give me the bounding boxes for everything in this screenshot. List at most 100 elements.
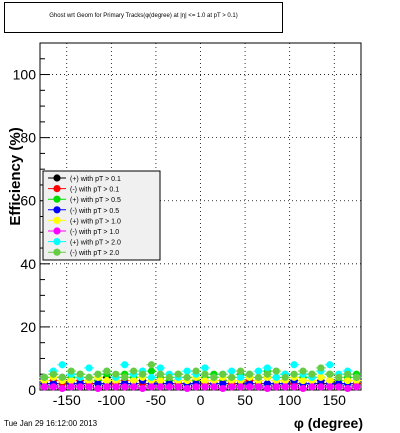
data-point bbox=[290, 370, 298, 378]
data-point bbox=[317, 373, 325, 381]
data-point bbox=[201, 370, 209, 378]
data-point bbox=[183, 367, 191, 375]
legend-marker bbox=[53, 238, 61, 246]
y-tick-labels: 0 20 40 60 80 100 bbox=[13, 67, 37, 398]
data-point bbox=[85, 364, 93, 372]
data-point bbox=[317, 364, 325, 372]
data-point bbox=[228, 367, 236, 375]
data-point bbox=[237, 367, 245, 375]
grid-lines bbox=[40, 43, 361, 390]
legend-label: (+) with pT > 1.0 bbox=[70, 218, 121, 225]
data-point bbox=[272, 373, 280, 381]
data-point bbox=[326, 361, 334, 369]
data-point bbox=[254, 373, 263, 381]
x-tick-labels: -150 -100 -50 0 50 100 150 bbox=[53, 392, 346, 408]
legend: (+) with pT > 0.1 (-) with pT > 0.1 (+) wi… bbox=[42, 170, 161, 261]
axis-ticks bbox=[40, 42, 362, 391]
legend-marker bbox=[53, 174, 61, 182]
data-point bbox=[335, 383, 343, 391]
series-points bbox=[39, 383, 362, 393]
data-point bbox=[156, 364, 164, 372]
data-point bbox=[254, 383, 263, 391]
data-point bbox=[40, 383, 49, 391]
data-point bbox=[174, 383, 182, 391]
data-point bbox=[228, 373, 236, 381]
data-point bbox=[299, 376, 307, 385]
y-tick-label: 40 bbox=[20, 256, 36, 272]
legend-label: (-) with pT > 0.1 bbox=[70, 187, 119, 194]
data-point bbox=[326, 383, 334, 391]
data-point bbox=[156, 383, 164, 391]
data-point bbox=[138, 384, 147, 393]
legend-label: (-) with pT > 1.0 bbox=[70, 229, 119, 236]
x-tick-label: -150 bbox=[53, 392, 81, 408]
data-point bbox=[138, 370, 147, 378]
data-point bbox=[326, 370, 334, 378]
data-point bbox=[308, 370, 316, 378]
data-point bbox=[201, 376, 209, 385]
data-point bbox=[245, 370, 254, 378]
data-point bbox=[58, 361, 66, 369]
data-point bbox=[147, 367, 156, 375]
data-point bbox=[76, 370, 84, 378]
data-point bbox=[67, 367, 75, 375]
legend-label: (-) with pT > 0.5 bbox=[70, 208, 119, 215]
timestamp-footer: Tue Jan 29 16:12:00 2013 bbox=[4, 419, 98, 428]
data-point bbox=[219, 384, 227, 393]
legend-marker bbox=[53, 206, 61, 214]
x-axis-label: φ (degree) bbox=[294, 415, 363, 431]
data-point bbox=[147, 383, 156, 391]
data-point bbox=[237, 373, 245, 381]
data-point bbox=[174, 370, 182, 378]
data-point bbox=[76, 383, 84, 391]
x-tick-label: -50 bbox=[146, 392, 166, 408]
data-point bbox=[210, 373, 218, 381]
data-point bbox=[94, 370, 102, 378]
data-point bbox=[201, 364, 209, 372]
data-point bbox=[130, 367, 138, 375]
data-point bbox=[326, 376, 334, 385]
data-point bbox=[263, 384, 271, 393]
data-point bbox=[245, 383, 254, 391]
legend-label: (+) with pT > 2.0 bbox=[70, 240, 121, 247]
data-point bbox=[49, 370, 57, 378]
data-point bbox=[254, 367, 263, 375]
data-point bbox=[192, 367, 200, 375]
data-point bbox=[192, 383, 200, 391]
data-point bbox=[94, 384, 102, 393]
data-point bbox=[112, 370, 120, 378]
data-point bbox=[103, 376, 111, 385]
data-point bbox=[156, 376, 164, 385]
data-point bbox=[281, 383, 289, 391]
y-tick-label: 20 bbox=[20, 319, 36, 335]
data-point bbox=[67, 376, 75, 385]
legend-marker bbox=[53, 227, 61, 235]
x-tick-label: 100 bbox=[278, 392, 302, 408]
x-tick-label: 50 bbox=[237, 392, 253, 408]
data-point bbox=[85, 383, 93, 391]
data-point bbox=[344, 376, 352, 385]
data-points bbox=[39, 361, 362, 393]
x-tick-label: -100 bbox=[97, 392, 125, 408]
data-point bbox=[344, 384, 352, 393]
x-tick-label: 150 bbox=[323, 392, 347, 408]
data-point bbox=[121, 361, 129, 369]
data-point bbox=[58, 384, 66, 393]
data-point bbox=[67, 383, 75, 391]
data-point bbox=[290, 361, 298, 369]
data-point bbox=[281, 373, 289, 381]
data-point bbox=[103, 367, 111, 375]
series-points bbox=[39, 361, 362, 381]
chart-title: Ghost wrt Geom for Primary Tracks(φ(degr… bbox=[49, 13, 238, 19]
data-point bbox=[130, 383, 138, 391]
data-point bbox=[344, 370, 352, 378]
data-point bbox=[165, 383, 173, 391]
y-tick-label: 100 bbox=[13, 67, 37, 83]
data-point bbox=[58, 373, 66, 381]
data-point bbox=[201, 383, 209, 391]
y-tick-label: 0 bbox=[28, 382, 36, 398]
legend-box bbox=[42, 170, 161, 261]
data-point bbox=[352, 383, 361, 391]
x-tick-label: 0 bbox=[197, 392, 205, 408]
data-point bbox=[263, 364, 271, 372]
